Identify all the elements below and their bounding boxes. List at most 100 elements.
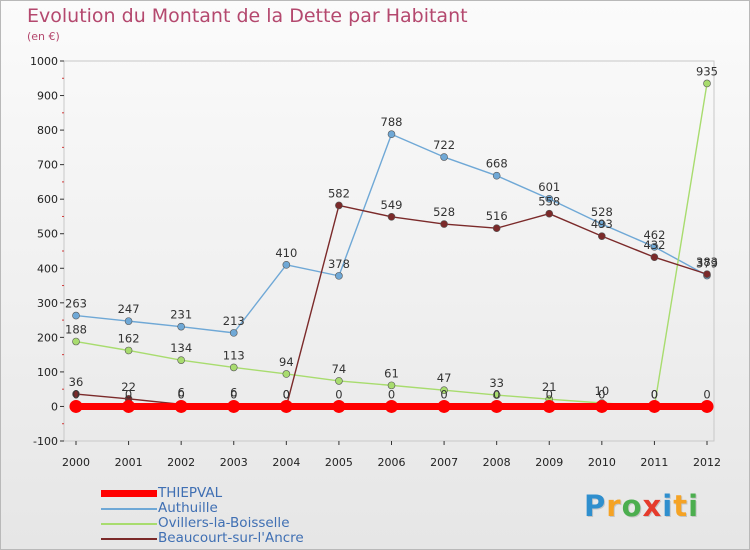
logo-letter: P	[584, 489, 607, 523]
data-point	[279, 399, 293, 413]
x-tick-label: 2000	[62, 456, 90, 469]
data-label: 558	[538, 195, 560, 209]
data-label: 788	[381, 115, 403, 129]
data-point	[72, 337, 80, 346]
data-label: 549	[381, 198, 403, 212]
data-label: 0	[598, 387, 605, 401]
legend-item: Authuille	[101, 501, 304, 516]
data-label: 0	[230, 387, 237, 401]
data-label: 378	[328, 257, 350, 271]
data-label: 0	[440, 387, 447, 401]
series-line	[75, 133, 708, 334]
data-label: 247	[118, 302, 140, 316]
data-point	[229, 363, 238, 372]
data-point	[595, 399, 609, 413]
data-point	[440, 386, 448, 395]
data-label: 379	[696, 257, 718, 271]
proxiti-logo: Proxiti	[584, 489, 699, 523]
y-tick-label: 700	[37, 159, 58, 172]
data-label: 10	[595, 384, 610, 398]
data-point	[335, 272, 343, 280]
data-point	[282, 261, 291, 269]
data-label: 47	[437, 371, 452, 385]
x-tick-label: 2004	[272, 456, 300, 469]
data-point	[335, 377, 343, 385]
data-point	[437, 399, 451, 413]
y-tick-label: 300	[37, 297, 58, 310]
chart-title: Evolution du Montant de la Dette par Hab…	[27, 5, 468, 27]
y-tick-label: 600	[37, 193, 58, 206]
y-tick-label: 500	[37, 228, 58, 241]
data-label: 231	[170, 308, 192, 322]
y-tick-label: 800	[37, 124, 58, 137]
data-point	[124, 317, 133, 325]
y-tick-label: -100	[33, 435, 58, 448]
chart-legend: THIEPVAL Authuille Ovillers-la-Boisselle Be…	[101, 486, 304, 546]
data-point	[492, 391, 501, 399]
data-point	[542, 399, 556, 413]
data-point	[703, 270, 711, 278]
logo-letter: i	[688, 489, 700, 523]
data-point	[387, 381, 396, 390]
data-label: 0	[651, 387, 658, 401]
legend-item: Beaucourt-sur-l'Ancre	[101, 531, 304, 546]
y-tick-label: 400	[37, 262, 58, 275]
legend-item: THIEPVAL	[101, 486, 304, 501]
legend-label: THIEPVAL	[158, 485, 223, 501]
x-tick-label: 2003	[220, 456, 248, 469]
data-label: 668	[486, 157, 508, 171]
logo-letter: x	[642, 489, 663, 523]
data-point	[647, 399, 661, 413]
x-tick-label: 2010	[588, 456, 616, 469]
legend-swatch	[101, 490, 157, 497]
x-tick-label: 2006	[378, 456, 406, 469]
data-label: 462	[643, 228, 665, 242]
logo-letter: i	[662, 489, 674, 523]
y-tick-label: 200	[37, 331, 58, 344]
data-point	[650, 243, 659, 251]
data-label: 0	[703, 387, 710, 401]
data-label: 61	[384, 366, 399, 380]
data-label: 94	[279, 355, 294, 369]
data-point	[385, 399, 398, 413]
data-label: 0	[388, 387, 395, 401]
data-label: 188	[65, 323, 87, 337]
data-point	[72, 311, 80, 320]
data-point	[177, 322, 185, 331]
data-point	[332, 399, 346, 413]
data-label: 0	[283, 387, 290, 401]
data-point	[229, 329, 238, 337]
data-label: 22	[121, 380, 136, 394]
logo-letter: t	[673, 489, 689, 523]
legend-swatch	[101, 537, 157, 540]
data-point	[174, 399, 188, 413]
data-label: 6	[178, 385, 185, 399]
data-label: 213	[223, 314, 245, 328]
y-tick-label: 1000	[30, 55, 58, 68]
data-label: 493	[591, 217, 613, 231]
data-label: 601	[538, 180, 560, 194]
data-point	[703, 79, 711, 88]
data-point	[122, 399, 136, 413]
data-point	[492, 171, 501, 180]
data-label: 0	[178, 387, 185, 401]
data-point	[387, 213, 396, 221]
data-label: 263	[65, 297, 87, 311]
data-label: 528	[433, 205, 455, 219]
data-point	[650, 253, 659, 262]
data-point	[282, 370, 291, 378]
legend-item: Ovillers-la-Boisselle	[101, 516, 304, 531]
x-tick-label: 2001	[115, 456, 143, 469]
data-label: 0	[72, 387, 79, 401]
x-tick-label: 2002	[167, 456, 195, 469]
x-tick-label: 2005	[325, 456, 353, 469]
logo-letter: r	[606, 489, 622, 523]
logo-letter: o	[621, 489, 643, 523]
y-tick-label: 900	[37, 90, 58, 103]
data-point	[124, 346, 133, 355]
data-label: 410	[275, 246, 297, 260]
y-tick-label: 100	[37, 366, 58, 379]
data-point	[440, 153, 448, 161]
data-label: 722	[433, 138, 455, 152]
